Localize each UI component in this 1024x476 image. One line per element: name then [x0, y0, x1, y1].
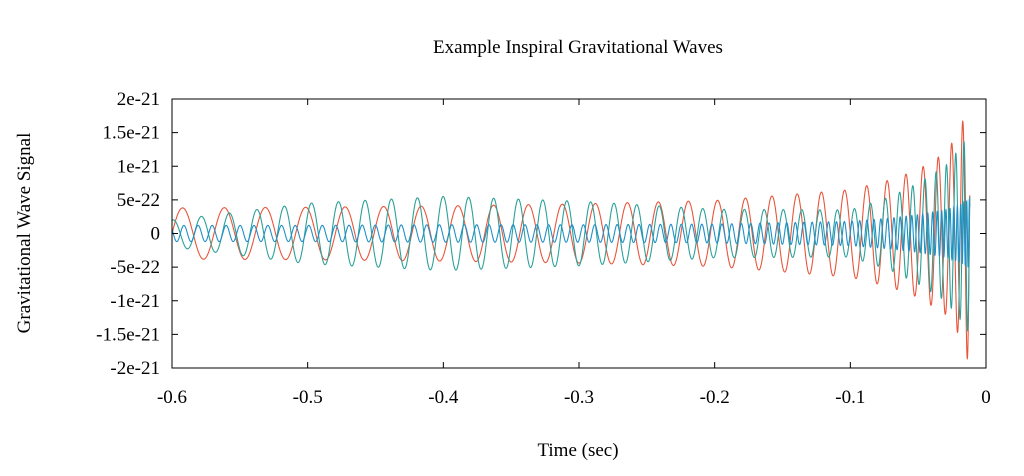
y-tick-label: -1.5e-21 [96, 324, 160, 345]
chart-title: Example Inspiral Gravitational Waves [433, 37, 723, 58]
tick-layer: -0.6 -0.5 -0.4 -0.3 -0.2 -0.1 0 2e-21 1.5e-21 1e-… [96, 89, 991, 408]
y-tick-label: 1e-21 [117, 156, 160, 177]
x-tick-label: -0.1 [835, 387, 865, 408]
y-tick-label: 0 [151, 224, 161, 245]
x-tick-label: -0.5 [293, 387, 323, 408]
x-tick-label: 0 [981, 387, 991, 408]
x-tick-label: -0.6 [157, 387, 187, 408]
x-axis-label: Time (sec) [537, 440, 618, 461]
y-tick-label: -1e-21 [110, 291, 160, 312]
series-line-1 [172, 120, 971, 360]
y-tick-label: 1.5e-21 [102, 123, 160, 144]
y-tick-label: 2e-21 [117, 89, 160, 110]
plot-frame [171, 98, 987, 369]
series-line-2 [172, 141, 971, 332]
y-tick-label: -2e-21 [110, 358, 160, 379]
y-axis-label: Gravitational Wave Signal [14, 133, 35, 334]
series-line-3 [172, 198, 971, 268]
x-tick-label: -0.4 [428, 387, 459, 408]
y-tick-label: -5e-22 [110, 257, 160, 278]
y-tick-label: 5e-22 [117, 190, 160, 211]
x-tick-label: -0.2 [700, 387, 730, 408]
series-layer [172, 120, 971, 360]
x-tick-label: -0.3 [564, 387, 594, 408]
